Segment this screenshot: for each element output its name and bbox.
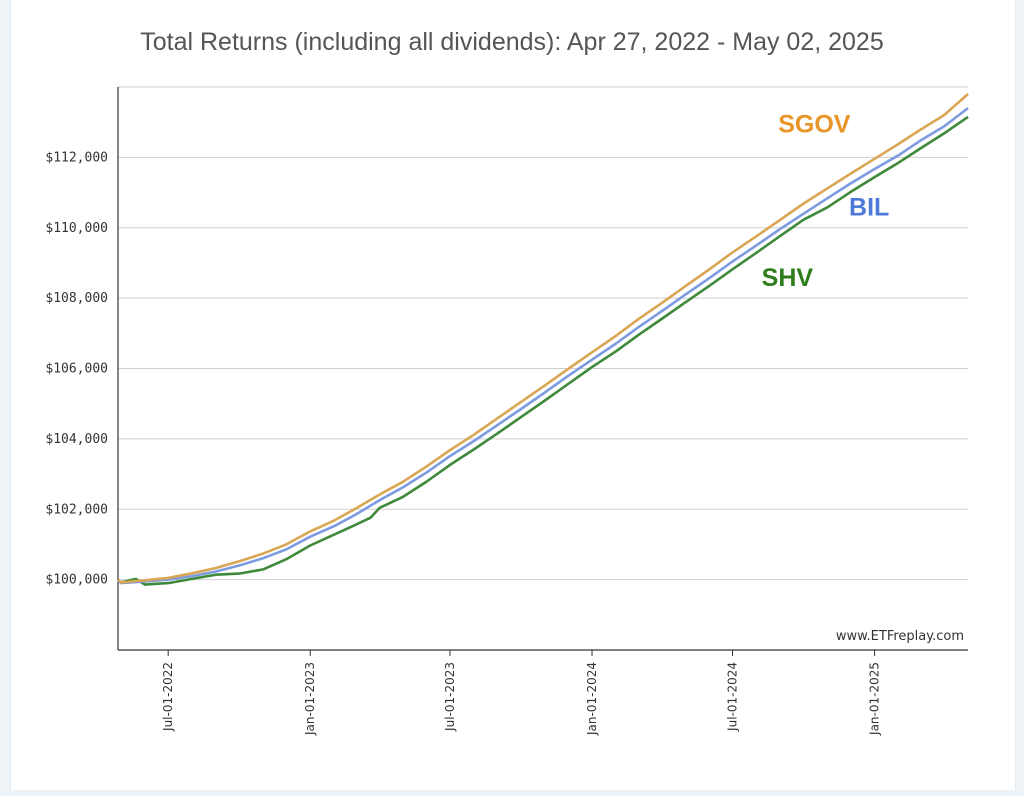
series-label-sgov: SGOV (778, 111, 851, 139)
x-tick-label: Jan-01-2024 (585, 662, 599, 736)
y-tick-label: $110,000 (45, 221, 108, 236)
watermark-text: www.ETFreplay.com (836, 629, 964, 644)
y-tick-label: $112,000 (45, 150, 108, 165)
y-tick-label: $100,000 (45, 573, 108, 588)
y-tick-label: $108,000 (45, 291, 108, 306)
x-tick-label: Jan-01-2025 (868, 662, 882, 736)
series-line-bil (117, 107, 969, 585)
grid-layer (118, 86, 968, 581)
series-label-bil: BIL (849, 193, 889, 221)
series-line-sgov (117, 93, 969, 584)
x-tick-label: Jul-01-2022 (161, 662, 175, 732)
x-tick-label: Jul-01-2024 (726, 662, 740, 732)
y-tick-label: $104,000 (45, 432, 108, 447)
x-tick-label: Jan-01-2023 (303, 662, 317, 736)
series-layer (117, 93, 969, 586)
series-label-shv: SHV (762, 264, 814, 292)
axes-layer: $100,000 $102,000 $104,000 $106,000 $108,000… (45, 87, 968, 736)
y-tick-label: $102,000 (45, 502, 108, 517)
series-line-shv (117, 115, 969, 586)
x-tick-label: Jul-01-2023 (443, 662, 457, 732)
chart-title: Total Returns (including all dividends):… (140, 28, 884, 56)
y-tick-label: $106,000 (45, 362, 108, 377)
chart-frame (10, 0, 1016, 790)
label-layer: SGOV BIL SHV (762, 111, 890, 292)
